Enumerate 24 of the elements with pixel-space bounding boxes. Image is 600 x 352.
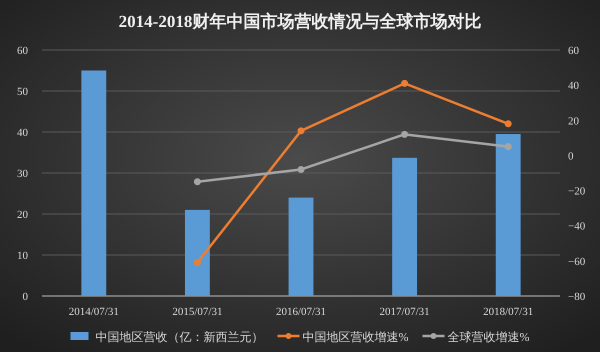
y-tick-label: 50 xyxy=(17,86,28,98)
y-tick-label: 60 xyxy=(17,45,28,57)
y2-tick-label: 0 xyxy=(568,150,574,162)
chart-title: 2014-2018财年中国市场营收情况与全球市场对比 xyxy=(118,12,482,31)
y2-tick-label: −60 xyxy=(568,256,586,268)
y2-tick-label: 60 xyxy=(568,45,580,57)
legend-label: 中国地区营收（亿：新西兰元） xyxy=(96,330,264,344)
y2-tick-label: −80 xyxy=(568,291,586,303)
y-tick-label: 10 xyxy=(17,250,28,262)
legend-label: 中国地区营收增速% xyxy=(302,330,408,344)
y2-tick-label: −40 xyxy=(568,220,586,233)
x-tick-label: 2016/07/31 xyxy=(276,306,326,318)
y2-tick-label: 20 xyxy=(568,115,580,128)
legend-label: 全球营收增速% xyxy=(448,330,530,344)
x-tick-label: 2017/07/31 xyxy=(380,306,430,318)
y2-tick-label: −20 xyxy=(568,186,586,198)
y-tick-label: 20 xyxy=(17,209,28,221)
y-tick-label: 30 xyxy=(17,168,28,180)
y-tick-label: 40 xyxy=(17,127,28,139)
x-tick-label: 2015/07/31 xyxy=(172,306,222,318)
x-tick-label: 2018/07/31 xyxy=(483,306,534,318)
y2-tick-label: 40 xyxy=(568,80,580,92)
x-tick-label: 2014/07/31 xyxy=(68,306,119,318)
y-tick-label: 0 xyxy=(22,291,28,303)
